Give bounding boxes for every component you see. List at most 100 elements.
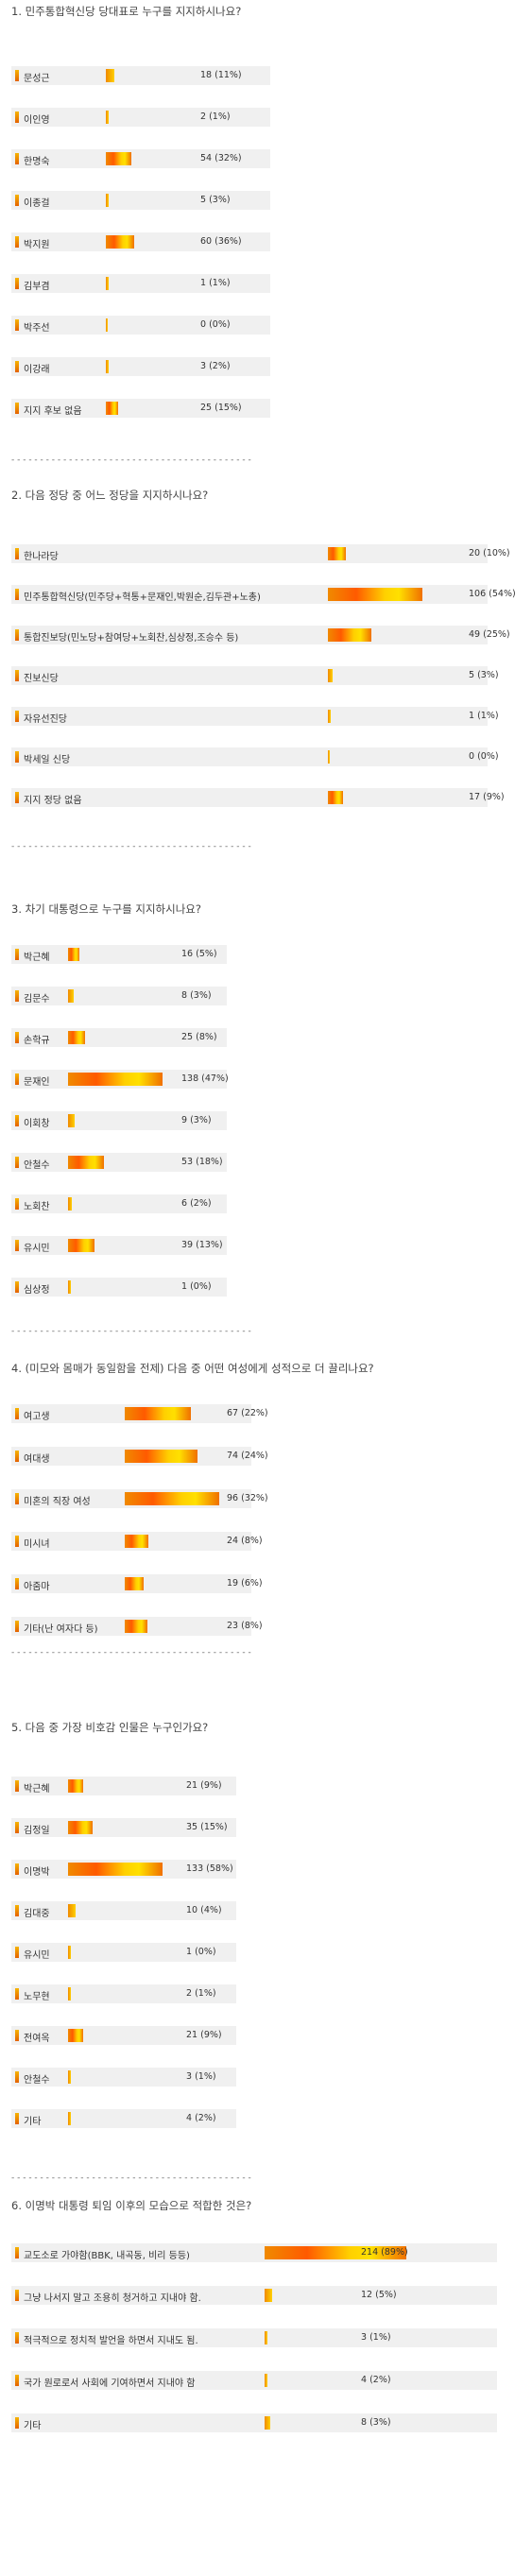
option-result-bar (125, 1407, 191, 1420)
poll-option-row: 통합진보당(민노당+참여당+노회찬,심상정,조승수 등) 49 (25%) (11, 626, 510, 644)
option-label: 노무현 (24, 1992, 50, 2002)
poll-option-row: 이회창 9 (3%) (11, 1111, 227, 1130)
option-label: 기타 (24, 2421, 42, 2431)
option-label: 미혼의 직장 여성 (24, 1497, 91, 1507)
option-count: 1 (0%) (186, 1947, 216, 1957)
option-result-bar (68, 1156, 104, 1169)
option-label: 진보신당 (24, 674, 59, 684)
option-count: 35 (15%) (186, 1822, 228, 1832)
poll-option-row: 지지 후보 없음 25 (15%) (11, 399, 270, 418)
option-result-bar (68, 1239, 94, 1252)
option-label: 유시민 (24, 1244, 50, 1254)
option-count: 53 (18%) (181, 1157, 223, 1167)
option-result-bar (106, 360, 109, 373)
option-label: 한나라당 (24, 552, 59, 562)
poll-option-row: 손학규 25 (8%) (11, 1028, 227, 1047)
option-result-bar (106, 111, 109, 124)
option-count: 4 (2%) (186, 2113, 216, 2123)
option-marker-icon (15, 949, 19, 960)
option-marker-icon (15, 1578, 19, 1589)
poll-option-row: 그냥 나서지 말고 조용히 청거하고 지내야 함. 12 (5%) (11, 2286, 497, 2305)
option-result-bar (265, 2246, 406, 2259)
poll-option-row: 이인영 2 (1%) (11, 108, 270, 127)
option-count: 1 (1%) (200, 278, 231, 288)
option-marker-icon (15, 1822, 19, 1833)
option-label: 김부겸 (24, 282, 50, 292)
option-count: 18 (11%) (200, 70, 242, 80)
poll-question: 5. 다음 중 가장 비호감 인물은 누구인가요? (11, 1721, 209, 1734)
option-label: 박지원 (24, 240, 50, 250)
option-result-bar (106, 235, 134, 249)
option-count: 2 (1%) (186, 1988, 216, 1999)
option-marker-icon (15, 629, 19, 641)
poll-option-row: 이강래 3 (2%) (11, 357, 270, 376)
option-marker-icon (15, 2290, 19, 2301)
option-result-bar (68, 1863, 163, 1876)
poll-question: 3. 차기 대통령으로 누구를 지지하시나요? (11, 902, 201, 916)
option-marker-icon (15, 1947, 19, 1958)
option-count: 25 (15%) (200, 403, 242, 413)
option-count: 8 (3%) (181, 990, 212, 1001)
option-label: 미시녀 (24, 1539, 50, 1550)
option-result-bar (265, 2331, 267, 2344)
option-result-bar (328, 791, 343, 804)
option-count: 106 (54%) (469, 589, 516, 599)
option-label: 국가 원로로서 사회에 기여하면서 지내야 함 (24, 2379, 196, 2389)
option-count: 3 (1%) (186, 2071, 216, 2082)
option-count: 5 (3%) (200, 195, 231, 205)
option-count: 60 (36%) (200, 236, 242, 247)
option-result-bar (68, 1779, 83, 1793)
option-result-bar (328, 710, 331, 723)
option-marker-icon (15, 278, 19, 289)
poll-question: 1. 민주통합혁신당 당대표로 누구를 지지하시나요? (11, 5, 242, 18)
option-result-bar (68, 1197, 72, 1211)
option-count: 214 (89%) (361, 2247, 408, 2258)
option-label: 안철수 (24, 1160, 50, 1171)
option-count: 3 (2%) (200, 361, 231, 371)
option-result-bar (328, 750, 330, 764)
option-count: 96 (32%) (227, 1493, 268, 1503)
option-count: 0 (0%) (469, 751, 499, 762)
section-divider: - - - - - - - - - - - - - - - - - - - - … (11, 1648, 251, 1657)
option-marker-icon (15, 1493, 19, 1504)
poll-section: 1. 민주통합혁신당 당대표로 누구를 지지하시나요? 문성근 18 (11%) 이인… (0, 4, 532, 465)
option-result-bar (125, 1577, 144, 1590)
option-count: 2 (1%) (200, 112, 231, 122)
option-result-bar (68, 1073, 163, 1086)
option-marker-icon (15, 751, 19, 763)
option-count: 21 (9%) (186, 1780, 222, 1791)
option-marker-icon (15, 2247, 19, 2258)
poll-option-row: 노무현 2 (1%) (11, 1984, 236, 2003)
option-label: 기타(난 여자다 등) (24, 1624, 98, 1635)
poll-option-row: 민주통합혁신당(민주당+혁통+문재인,박원순,김두관+노총) 106 (54%) (11, 585, 516, 604)
option-marker-icon (15, 711, 19, 722)
option-count: 20 (10%) (469, 548, 510, 558)
option-marker-icon (15, 1157, 19, 1168)
poll-option-row: 이명박 133 (58%) (11, 1860, 236, 1879)
poll-option-row: 유시민 1 (0%) (11, 1943, 236, 1962)
option-result-bar (68, 2070, 71, 2084)
option-marker-icon (15, 319, 19, 331)
option-marker-icon (15, 1073, 19, 1085)
option-count: 19 (6%) (227, 1578, 263, 1589)
option-label: 심상정 (24, 1285, 50, 1296)
option-label: 한명숙 (24, 157, 50, 167)
option-result-bar (68, 948, 79, 961)
option-label: 안철수 (24, 2075, 50, 2086)
option-count: 24 (8%) (227, 1536, 263, 1546)
option-label: 유시민 (24, 1950, 50, 1961)
option-marker-icon (15, 2332, 19, 2344)
option-label: 박주선 (24, 323, 50, 334)
poll-option-row: 자유선진당 1 (1%) (11, 707, 499, 726)
option-marker-icon (15, 1198, 19, 1210)
option-marker-icon (15, 1863, 19, 1875)
option-result-bar (68, 1114, 75, 1127)
poll-section: 5. 다음 중 가장 비호감 인물은 누구인가요? 박근혜 21 (9%) 김정일 35… (0, 1720, 532, 2183)
option-label: 이회창 (24, 1119, 50, 1129)
option-marker-icon (15, 403, 19, 414)
option-label: 지지 정당 없음 (24, 796, 82, 806)
option-count: 6 (2%) (181, 1198, 212, 1209)
option-result-bar (265, 2374, 267, 2387)
option-marker-icon (15, 1451, 19, 1462)
poll-option-row: 김부겸 1 (1%) (11, 274, 270, 293)
